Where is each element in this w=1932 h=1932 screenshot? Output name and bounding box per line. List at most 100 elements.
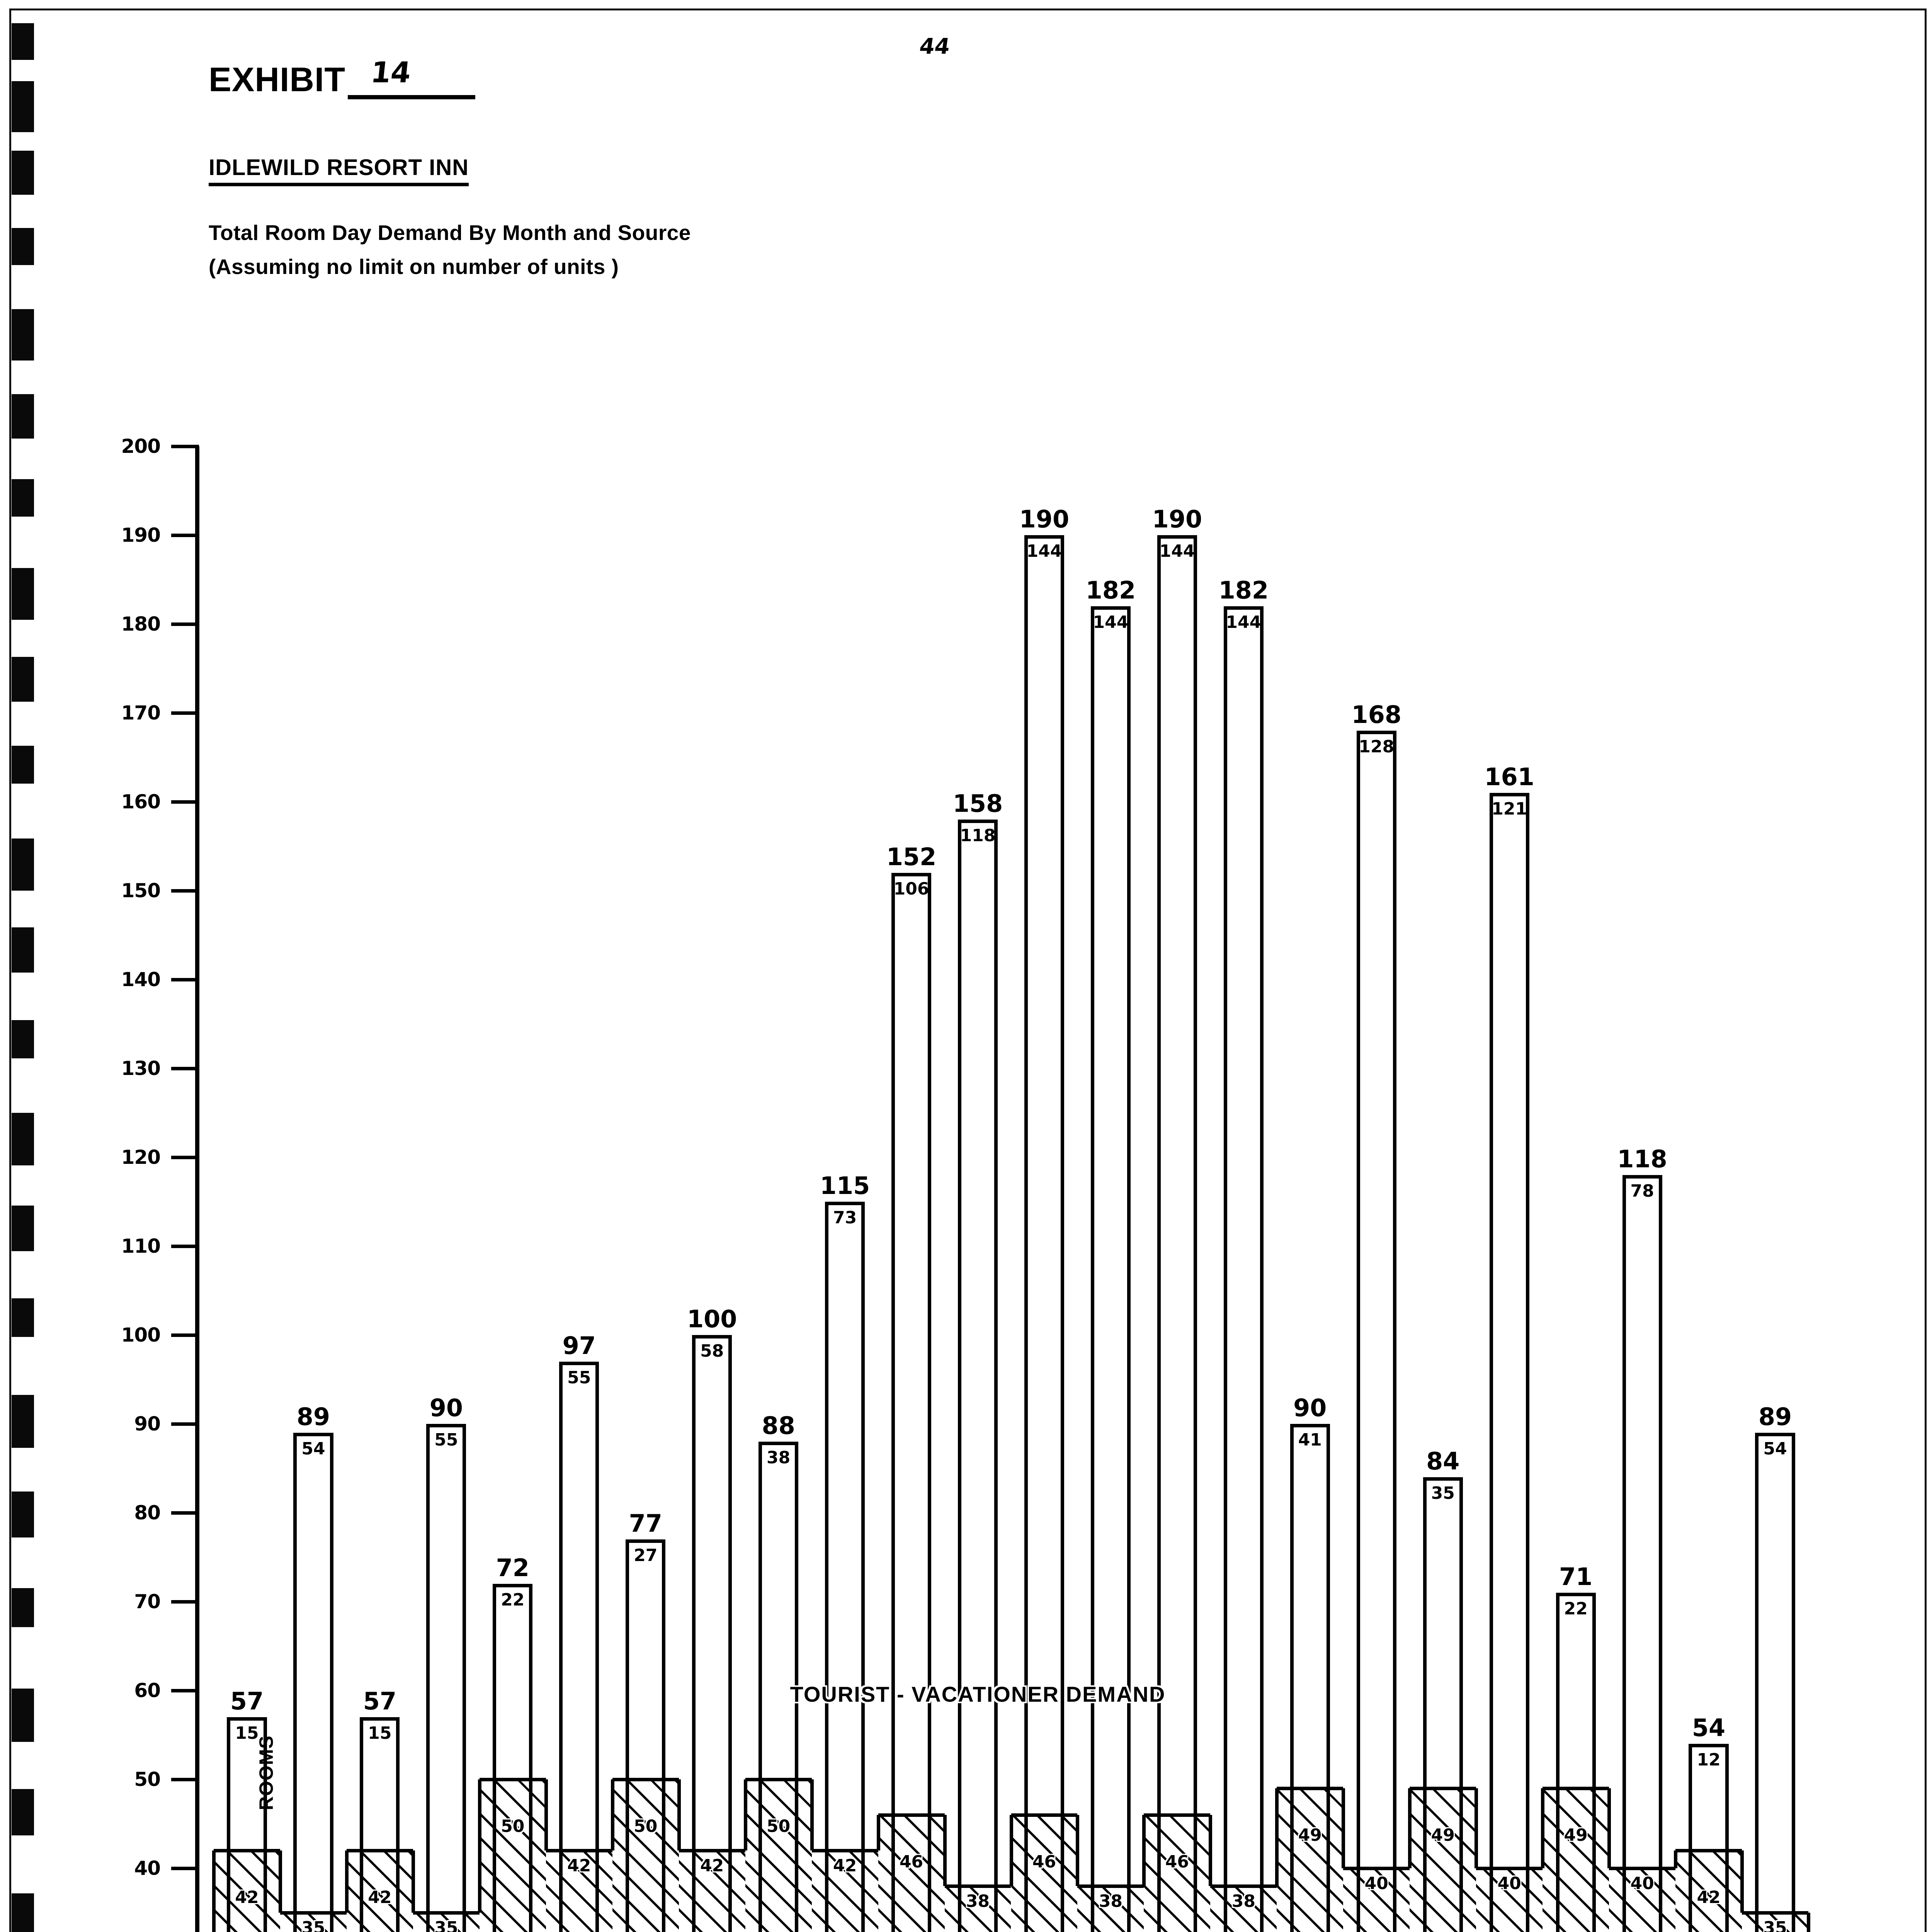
bar-total-label-jan-end: 89 (296, 1403, 330, 1431)
group-demand-label-oct-wk: 49 (1431, 1825, 1455, 1845)
demand-bar-mar-wk (493, 1584, 533, 1932)
bar-tourist-label-oct-wk: 35 (1431, 1483, 1455, 1503)
group-demand-label-may-end: 42 (833, 1856, 857, 1876)
demand-bar-apr-wk (626, 1539, 666, 1932)
bar-tourist-label-jan-end: 54 (301, 1439, 325, 1459)
group-demand-segment-jan-wk (214, 1850, 280, 1932)
bar-total-label-mar-wk: 72 (496, 1554, 529, 1582)
scanner-mark (12, 479, 34, 517)
group-demand-step-riser (1142, 1815, 1146, 1886)
group-demand-top-edge (944, 1884, 1011, 1888)
bar-total-label-feb-wk: 57 (363, 1687, 397, 1715)
group-demand-label-feb-end: 35 (434, 1918, 458, 1932)
demand-bar-jan-end (293, 1433, 333, 1932)
bar-tourist-label-mar-end: 55 (567, 1368, 591, 1388)
exhibit-word: EXHIBIT (209, 60, 346, 99)
group-demand-top-edge (1609, 1867, 1676, 1870)
scanner-mark (12, 1789, 34, 1835)
group-demand-step-riser (1342, 1788, 1345, 1868)
exhibit-header: EXHIBIT 14 (209, 56, 476, 99)
group-demand-top-edge (1277, 1787, 1344, 1790)
group-demand-segment-may-wk (745, 1779, 812, 1932)
group-demand-top-edge (811, 1849, 878, 1852)
group-demand-step-riser (1740, 1850, 1744, 1913)
y-tick-label-60: 60 (134, 1679, 161, 1702)
group-demand-label-feb-wk: 42 (368, 1888, 392, 1907)
y-tick-label-120: 120 (121, 1146, 161, 1168)
y-tick-mark-80 (171, 1511, 199, 1515)
group-demand-step-riser (1076, 1815, 1080, 1886)
group-demand-step-riser (1607, 1788, 1611, 1868)
group-demand-step-riser (278, 1850, 282, 1913)
y-tick-mark-40 (171, 1867, 199, 1870)
scanner-mark (12, 1206, 34, 1251)
group-demand-step-riser (1475, 1788, 1478, 1868)
group-demand-top-edge (745, 1778, 812, 1781)
bar-total-label-apr-end: 100 (687, 1305, 737, 1333)
group-demand-segment-apr-end (679, 1850, 745, 1932)
group-demand-segment-dec-end (1742, 1913, 1808, 1932)
group-demand-step-riser (544, 1779, 548, 1850)
group-demand-top-edge (479, 1778, 546, 1781)
y-tick-label-40: 40 (134, 1857, 161, 1879)
tourist-demand-region-label: TOURIST - VACATIONER DEMAND (790, 1682, 1166, 1706)
bar-total-label-oct-wk: 84 (1426, 1447, 1460, 1475)
scanner-mark (12, 657, 34, 702)
bar-tourist-label-mar-wk: 22 (501, 1590, 525, 1610)
group-demand-top-edge (280, 1911, 347, 1915)
group-demand-segment-jun-end (944, 1886, 1011, 1932)
y-tick-mark-180 (171, 622, 199, 626)
bar-tourist-label-jan-wk: 15 (235, 1723, 259, 1743)
group-demand-segment-nov-end (1609, 1868, 1676, 1932)
demand-bar-may-end (825, 1202, 865, 1932)
group-demand-segment-jul-wk (1011, 1815, 1078, 1932)
bar-total-label-sep-end: 168 (1351, 701, 1401, 729)
scanner-mark (12, 1020, 34, 1058)
chart-subtitle-line2: (Assuming no limit on number of units ) (209, 255, 619, 279)
group-demand-label-jan-end: 35 (301, 1918, 325, 1932)
bar-tourist-label-oct-end: 121 (1492, 799, 1527, 819)
demand-bar-dec-wk (1689, 1744, 1729, 1932)
scanner-mark (12, 151, 34, 195)
group-demand-label-aug-wk: 46 (1165, 1852, 1189, 1872)
group-demand-top-edge (1742, 1911, 1808, 1915)
y-tick-label-140: 140 (121, 968, 161, 991)
demand-bar-mar-end (559, 1362, 599, 1932)
scanner-mark (12, 1113, 34, 1165)
bar-tourist-label-nov-wk: 22 (1564, 1599, 1588, 1619)
group-demand-step-riser (1408, 1788, 1412, 1868)
chart-plot-area: 200 190 180 170 160 150 140 130 120 110 100 90 80 70 6… (121, 435, 1820, 1932)
y-axis-tick-labels: 200 190 180 170 160 150 140 130 120 110 100 90 80 70 6… (10, 435, 161, 1932)
group-demand-step-riser (611, 1779, 614, 1850)
scanner-mark (12, 394, 34, 439)
bar-total-label-mar-end: 97 (562, 1332, 596, 1360)
scanner-mark (12, 927, 34, 973)
group-demand-left-cap (212, 1850, 216, 1932)
bar-tourist-label-apr-end: 58 (700, 1341, 724, 1361)
y-tick-mark-90 (171, 1422, 199, 1426)
y-tick-label-180: 180 (121, 613, 161, 635)
group-demand-top-edge (1210, 1884, 1277, 1888)
page-number: 44 (918, 34, 952, 59)
demand-bar-apr-end (692, 1335, 732, 1932)
group-demand-label-jun-end: 38 (966, 1891, 990, 1911)
group-demand-step-riser (743, 1779, 747, 1850)
bar-tourist-label-feb-wk: 15 (368, 1723, 392, 1743)
exhibit-number: 14 (369, 56, 413, 89)
demand-bar-nov-end (1622, 1175, 1662, 1932)
page-border (9, 9, 1927, 1932)
bar-total-label-nov-end: 118 (1617, 1145, 1667, 1173)
bar-tourist-label-dec-wk: 12 (1697, 1750, 1721, 1770)
bar-tourist-label-aug-wk: 144 (1159, 541, 1195, 561)
y-tick-mark-130 (171, 1067, 199, 1070)
y-tick-mark-70 (171, 1600, 199, 1604)
group-demand-top-edge (1675, 1849, 1742, 1852)
bar-total-label-jan-wk: 57 (230, 1687, 264, 1715)
group-demand-top-edge (346, 1849, 413, 1852)
bar-total-label-aug-wk: 190 (1152, 505, 1202, 533)
scanner-mark (12, 1893, 34, 1932)
group-demand-segment-feb-wk (346, 1850, 413, 1932)
group-demand-segment-feb-end (413, 1913, 480, 1932)
group-demand-label-may-wk: 50 (767, 1816, 791, 1836)
bar-tourist-label-jun-wk: 106 (893, 879, 929, 899)
